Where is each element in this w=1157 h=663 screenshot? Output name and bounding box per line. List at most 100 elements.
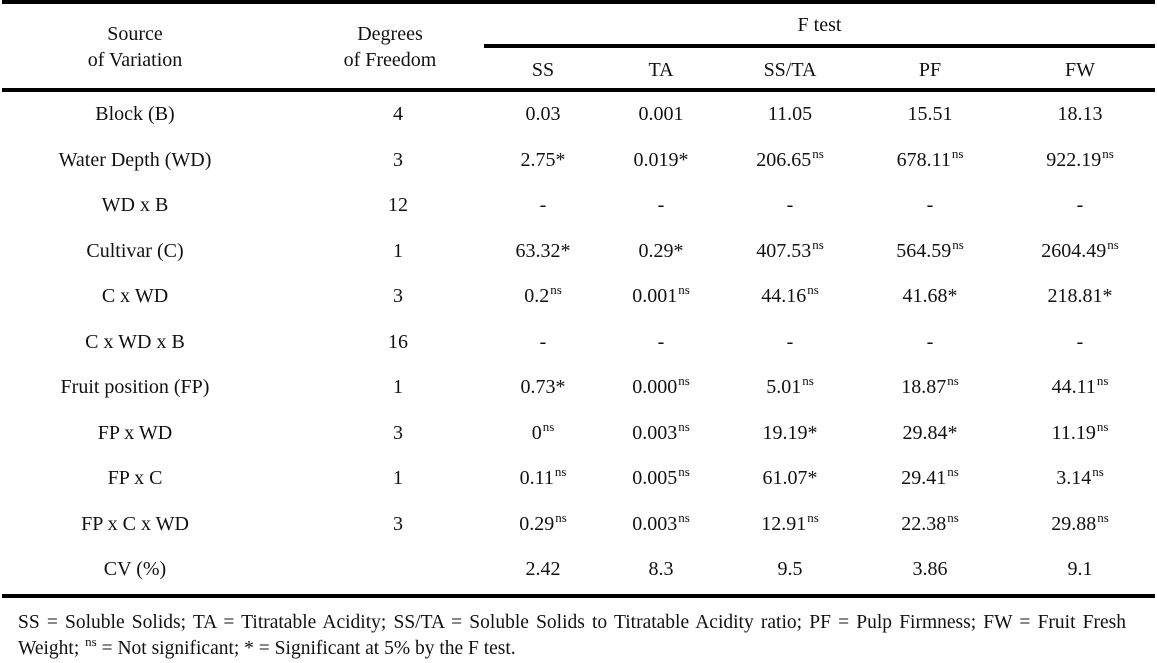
cell-ss: 0.2ns	[484, 282, 602, 311]
cell-value: -	[926, 331, 934, 353]
header-source-line1: Source	[107, 23, 163, 45]
cell-value: 29.41	[901, 467, 947, 489]
significance-superscript: ns	[678, 419, 690, 434]
row-source: C x WD x B	[85, 331, 185, 353]
cell-value: 206.65	[756, 149, 812, 171]
significance-superscript: ns	[812, 146, 824, 161]
cell-value: 44.16	[761, 285, 807, 307]
cell-fw: -	[1010, 192, 1150, 218]
cell-fw: 18.13	[1010, 101, 1150, 127]
cell-ss: -	[484, 329, 602, 355]
cell-value: 2.75*	[520, 149, 566, 171]
row-degrees-of-freedom: 1	[393, 240, 403, 262]
header-df-line1: Degrees	[357, 23, 423, 45]
cell-value: 407.53	[756, 240, 812, 262]
cell-value: 0.2	[524, 285, 550, 307]
cell-value: 8.3	[648, 558, 674, 580]
table-row: CV (%) 2.42 8.3 9.5 3.86 9.1	[0, 556, 1157, 582]
cell-pf: 22.38ns	[870, 510, 990, 539]
cell-value: 678.11	[896, 149, 951, 171]
cell-fw: 2604.49ns	[1010, 237, 1150, 266]
cell-ss: -	[484, 192, 602, 218]
cell-ta: 0.003ns	[602, 510, 720, 539]
significance-superscript: ns	[1096, 373, 1109, 388]
cell-ss-ta: 19.19*	[730, 420, 850, 446]
cell-value: -	[786, 331, 794, 353]
cell-value: 44.11	[1051, 376, 1096, 398]
cell-value: 922.19	[1046, 149, 1102, 171]
row-source: Block (B)	[95, 103, 175, 125]
column-header-pf: PF	[918, 59, 942, 81]
column-header-fw: FW	[1065, 59, 1095, 81]
table-row: C x WD 3 0.2ns 0.001ns 44.16ns 41.68* 218.81*	[0, 282, 1157, 311]
row-source: Fruit position (FP)	[60, 376, 210, 398]
cell-value: -	[657, 331, 665, 353]
cell-ss: 0.11ns	[484, 464, 602, 493]
cell-fw: 218.81*	[1010, 283, 1150, 309]
cell-value: -	[539, 331, 547, 353]
f-test-span-rule	[484, 44, 1155, 48]
cell-value: 564.59	[896, 240, 952, 262]
cell-value: 0.001	[638, 103, 684, 125]
cell-ss: 0.03	[484, 101, 602, 127]
cell-value: 11.19	[1051, 422, 1096, 444]
cell-ss-ta: 206.65ns	[730, 146, 850, 175]
cell-pf: 15.51	[870, 101, 990, 127]
cell-value: 0.019*	[633, 149, 689, 171]
header-degrees-of-freedom: Degrees of Freedom	[290, 21, 490, 73]
significance-superscript: ns	[550, 282, 562, 297]
row-degrees-of-freedom: 3	[393, 149, 403, 171]
cell-value: 0.29	[519, 513, 555, 535]
row-degrees-of-freedom: 16	[388, 331, 408, 353]
table-row: Water Depth (WD) 3 2.75* 0.019* 206.65ns 678.…	[0, 146, 1157, 175]
header-source-of-variation: Source of Variation	[0, 21, 270, 73]
column-header-ss: SS	[531, 59, 555, 81]
cell-value: 0	[531, 422, 542, 444]
cell-ta: 0.001	[602, 101, 720, 127]
row-degrees-of-freedom: 1	[393, 467, 403, 489]
significance-superscript: ns	[678, 282, 690, 297]
cell-value: 9.1	[1067, 558, 1093, 580]
header-df-line2: of Freedom	[343, 49, 437, 71]
footnote-abbreviations: SS = Soluble Solids; TA = Titratable Aci…	[18, 612, 1126, 659]
significance-superscript: ns	[1097, 510, 1109, 525]
column-header-ss-ta: SS/TA	[763, 59, 817, 81]
cell-value: 0.005	[632, 467, 678, 489]
cell-ss-ta: 44.16ns	[730, 282, 850, 311]
table-row: Fruit position (FP) 1 0.73* 0.000ns 5.01ns 18…	[0, 373, 1157, 400]
row-degrees-of-freedom: 3	[393, 422, 403, 444]
cell-value: 29.88	[1051, 513, 1097, 535]
row-source: CV (%)	[103, 558, 167, 580]
row-source: C x WD	[101, 285, 169, 307]
cell-ss-ta: -	[730, 192, 850, 218]
cell-ta: 0.019*	[602, 147, 720, 173]
cell-pf: 678.11ns	[870, 146, 990, 175]
footnote-significance: = Not significant; * = Significant at 5%…	[96, 638, 516, 659]
row-source: FP x C x WD	[81, 513, 189, 535]
cell-value: 18.87	[901, 376, 947, 398]
cell-value: 29.84*	[902, 422, 958, 444]
cell-ss: 0.29ns	[484, 510, 602, 539]
row-degrees-of-freedom: 4	[393, 103, 403, 125]
cell-value: 0.003	[632, 422, 678, 444]
cell-value: -	[1076, 331, 1084, 353]
cell-value: -	[786, 194, 794, 216]
row-source: FP x C	[107, 467, 163, 489]
cell-ta: 0.001ns	[602, 282, 720, 311]
significance-superscript: ns	[952, 237, 964, 252]
cell-pf: 564.59ns	[870, 237, 990, 266]
table-row: FP x WD 3 0ns 0.003ns 19.19* 29.84* 11.19ns	[0, 419, 1157, 446]
cell-ta: -	[602, 329, 720, 355]
cell-ss-ta: 407.53ns	[730, 237, 850, 266]
table-row: C x WD x B 16 - - - - -	[0, 329, 1157, 355]
row-degrees-of-freedom: 3	[393, 513, 403, 535]
row-source: WD x B	[101, 194, 169, 216]
cell-ss: 2.42	[484, 556, 602, 582]
cell-value: 11.05	[767, 103, 813, 125]
significance-superscript: ns	[947, 510, 959, 525]
table-row: Block (B) 4 0.03 0.001 11.05 15.51 18.13	[0, 101, 1157, 127]
significance-superscript: ns	[554, 464, 567, 479]
cell-fw: 9.1	[1010, 556, 1150, 582]
row-degrees-of-freedom: 12	[388, 194, 408, 216]
cell-value: 0.003	[632, 513, 678, 535]
